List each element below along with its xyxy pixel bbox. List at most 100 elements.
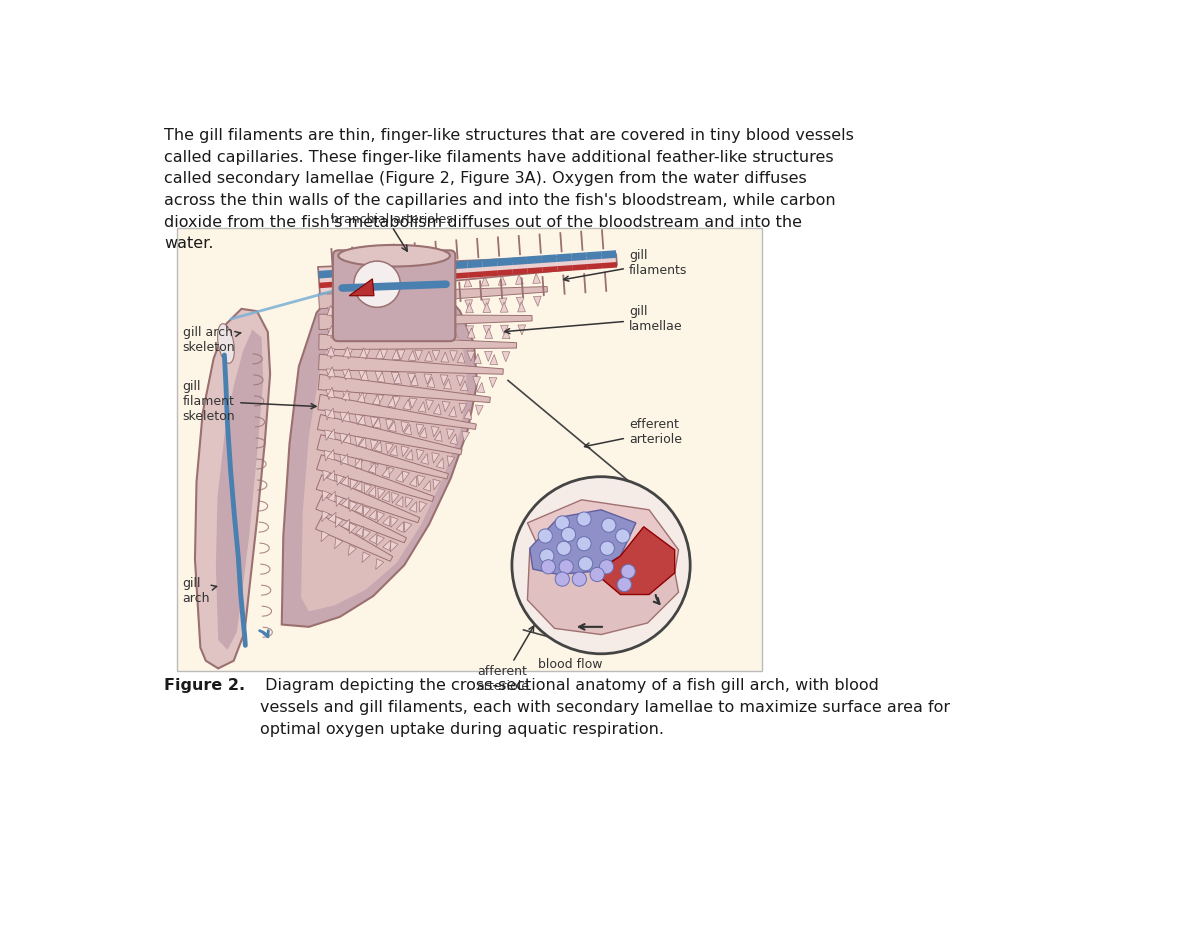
Circle shape bbox=[512, 477, 690, 654]
Circle shape bbox=[540, 549, 554, 563]
Text: Figure 2.: Figure 2. bbox=[164, 679, 245, 694]
Polygon shape bbox=[440, 375, 448, 385]
Polygon shape bbox=[324, 451, 332, 461]
Polygon shape bbox=[388, 397, 396, 408]
Text: gill
filaments: gill filaments bbox=[564, 249, 688, 281]
Polygon shape bbox=[396, 304, 404, 314]
Polygon shape bbox=[362, 529, 371, 540]
Circle shape bbox=[354, 261, 401, 307]
Polygon shape bbox=[409, 398, 416, 409]
Polygon shape bbox=[358, 414, 366, 425]
Polygon shape bbox=[421, 453, 428, 465]
Polygon shape bbox=[359, 393, 367, 403]
Circle shape bbox=[601, 519, 616, 533]
Polygon shape bbox=[415, 350, 422, 360]
Polygon shape bbox=[485, 329, 492, 338]
Polygon shape bbox=[450, 351, 457, 361]
Polygon shape bbox=[503, 329, 510, 339]
Polygon shape bbox=[437, 458, 444, 468]
Polygon shape bbox=[432, 426, 439, 437]
Polygon shape bbox=[427, 377, 434, 387]
Circle shape bbox=[617, 577, 631, 591]
Circle shape bbox=[577, 536, 592, 551]
Polygon shape bbox=[430, 278, 438, 289]
Polygon shape bbox=[344, 349, 353, 359]
Polygon shape bbox=[396, 521, 404, 533]
Polygon shape bbox=[368, 463, 376, 474]
Polygon shape bbox=[401, 446, 409, 457]
Polygon shape bbox=[328, 492, 335, 502]
Polygon shape bbox=[282, 273, 478, 627]
Polygon shape bbox=[458, 403, 467, 413]
Circle shape bbox=[600, 541, 614, 556]
Polygon shape bbox=[383, 540, 391, 550]
Polygon shape bbox=[378, 488, 385, 499]
Polygon shape bbox=[355, 414, 362, 425]
Polygon shape bbox=[484, 303, 491, 313]
Text: gill arch
skeleton: gill arch skeleton bbox=[182, 326, 241, 354]
Polygon shape bbox=[518, 325, 526, 335]
Polygon shape bbox=[490, 355, 498, 365]
Polygon shape bbox=[396, 304, 404, 314]
Polygon shape bbox=[431, 302, 438, 312]
Polygon shape bbox=[379, 328, 388, 337]
Polygon shape bbox=[466, 303, 474, 313]
Polygon shape bbox=[368, 486, 376, 496]
Polygon shape bbox=[408, 373, 415, 384]
Polygon shape bbox=[326, 284, 335, 294]
Polygon shape bbox=[440, 352, 449, 362]
Polygon shape bbox=[350, 479, 358, 490]
Circle shape bbox=[538, 529, 552, 543]
Polygon shape bbox=[529, 510, 636, 574]
Polygon shape bbox=[355, 480, 362, 492]
Polygon shape bbox=[358, 392, 365, 402]
Polygon shape bbox=[382, 492, 389, 502]
Polygon shape bbox=[319, 315, 532, 330]
Circle shape bbox=[577, 512, 592, 526]
Polygon shape bbox=[318, 374, 491, 402]
Circle shape bbox=[578, 557, 593, 571]
Polygon shape bbox=[484, 326, 491, 335]
Polygon shape bbox=[380, 327, 388, 337]
Text: gill
filament
skeleton: gill filament skeleton bbox=[182, 380, 316, 423]
Polygon shape bbox=[364, 506, 371, 517]
Text: The gill filaments are thin, finger-like structures that are covered in tiny blo: The gill filaments are thin, finger-like… bbox=[164, 128, 854, 251]
Polygon shape bbox=[328, 408, 335, 419]
Polygon shape bbox=[392, 349, 400, 359]
Polygon shape bbox=[349, 523, 356, 533]
Polygon shape bbox=[374, 441, 382, 452]
Text: efferent
arteriole: efferent arteriole bbox=[584, 418, 682, 448]
Polygon shape bbox=[328, 367, 335, 377]
Polygon shape bbox=[379, 304, 386, 315]
Polygon shape bbox=[373, 418, 380, 428]
Polygon shape bbox=[456, 376, 464, 385]
Polygon shape bbox=[344, 283, 352, 293]
Polygon shape bbox=[385, 419, 394, 429]
Polygon shape bbox=[355, 459, 362, 469]
Polygon shape bbox=[340, 412, 348, 423]
Polygon shape bbox=[343, 433, 350, 444]
Polygon shape bbox=[413, 303, 421, 313]
Text: branchial arterioles: branchial arterioles bbox=[331, 213, 452, 226]
Polygon shape bbox=[419, 427, 427, 439]
Polygon shape bbox=[533, 274, 540, 283]
Polygon shape bbox=[464, 277, 472, 287]
Polygon shape bbox=[432, 452, 439, 463]
Polygon shape bbox=[476, 383, 485, 393]
Polygon shape bbox=[326, 450, 335, 460]
Polygon shape bbox=[414, 304, 421, 314]
Polygon shape bbox=[328, 348, 335, 358]
Polygon shape bbox=[448, 456, 455, 466]
Polygon shape bbox=[391, 372, 400, 383]
Polygon shape bbox=[328, 307, 335, 317]
Polygon shape bbox=[318, 355, 503, 374]
Polygon shape bbox=[318, 287, 547, 309]
Polygon shape bbox=[350, 501, 358, 512]
Polygon shape bbox=[317, 435, 449, 479]
Polygon shape bbox=[328, 470, 335, 481]
Polygon shape bbox=[341, 454, 348, 465]
Polygon shape bbox=[344, 326, 353, 336]
Polygon shape bbox=[413, 279, 420, 290]
Polygon shape bbox=[432, 350, 440, 360]
Polygon shape bbox=[419, 501, 426, 512]
